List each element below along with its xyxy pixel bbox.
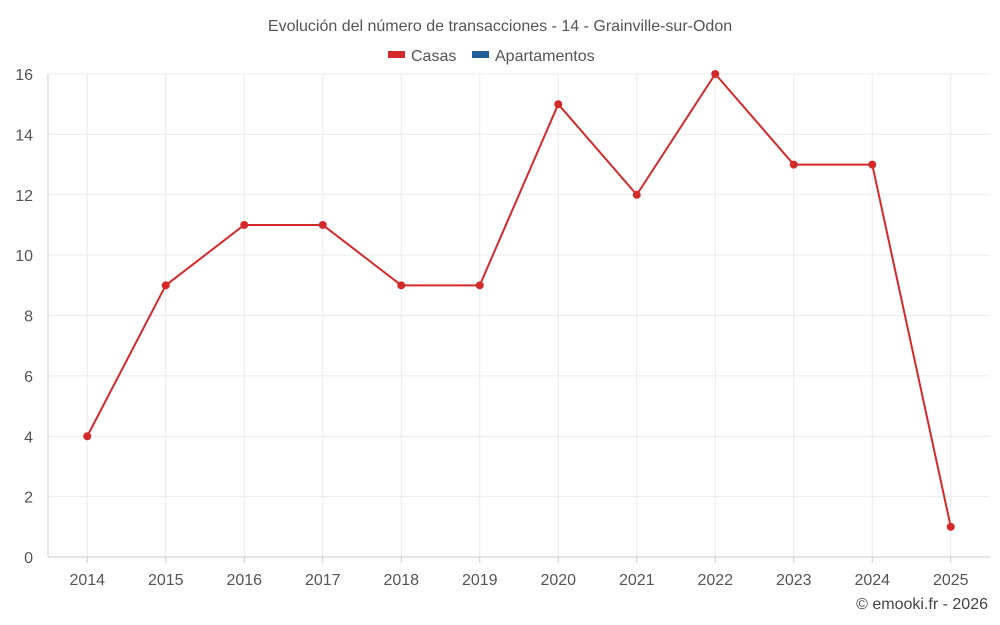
credit-text: © emooki.fr - 2026 (856, 596, 988, 613)
x-axis-ticks: 2014 2015 2016 2017 2018 2019 2020 2021 2022 2023… (69, 572, 968, 589)
y-axis-ticks: 0 2 4 6 8 10 12 14 16 (15, 67, 33, 567)
x-tick-label: 2021 (619, 572, 655, 589)
y-tick-label: 4 (24, 429, 33, 446)
data-point-casas-2020[interactable] (554, 100, 563, 109)
legend-label-apartamentos: Apartamentos (495, 48, 595, 65)
x-tick-label: 2020 (540, 572, 576, 589)
x-tick-label: 2022 (697, 572, 733, 589)
chart-title: Evolución del número de transacciones - … (268, 18, 732, 35)
y-tick-label: 2 (24, 490, 33, 507)
data-point-casas-2015[interactable] (161, 281, 170, 290)
x-tick-label: 2024 (854, 572, 890, 589)
gridlines (48, 73, 990, 557)
data-point-casas-2016[interactable] (240, 220, 249, 229)
legend-item-apartamentos[interactable]: Apartamentos (472, 48, 595, 65)
legend-swatch-apartamentos (472, 51, 489, 58)
data-point-casas-2019[interactable] (475, 281, 484, 290)
x-tick-label: 2025 (933, 572, 969, 589)
axes (47, 74, 990, 563)
data-point-casas-2024[interactable] (868, 160, 877, 169)
y-tick-label: 0 (24, 550, 33, 567)
series-layer (83, 70, 955, 531)
y-tick-label: 14 (15, 127, 33, 144)
data-point-casas-2025[interactable] (946, 522, 955, 531)
x-tick-label: 2018 (383, 572, 419, 589)
y-tick-label: 16 (15, 67, 33, 84)
legend: Casas Apartamentos (388, 48, 595, 65)
data-point-casas-2022[interactable] (711, 70, 720, 78)
x-tick-label: 2014 (69, 572, 105, 589)
data-point-casas-2021[interactable] (632, 190, 641, 199)
data-point-casas-2017[interactable] (318, 220, 327, 229)
x-tick-label: 2017 (305, 572, 341, 589)
data-point-casas-2014[interactable] (83, 432, 92, 441)
y-tick-label: 10 (15, 248, 33, 265)
legend-swatch-casas (388, 51, 405, 58)
legend-item-casas[interactable]: Casas (388, 48, 456, 65)
y-tick-label: 6 (24, 369, 33, 386)
x-tick-label: 2016 (226, 572, 262, 589)
data-point-casas-2023[interactable] (789, 160, 798, 169)
y-tick-label: 12 (15, 188, 33, 205)
y-tick-label: 8 (24, 309, 33, 326)
series-line-casas (86, 73, 952, 528)
x-tick-label: 2015 (148, 572, 184, 589)
legend-label-casas: Casas (411, 48, 456, 65)
data-point-casas-2018[interactable] (397, 281, 406, 290)
x-tick-label: 2023 (776, 572, 812, 589)
x-tick-label: 2019 (462, 572, 498, 589)
